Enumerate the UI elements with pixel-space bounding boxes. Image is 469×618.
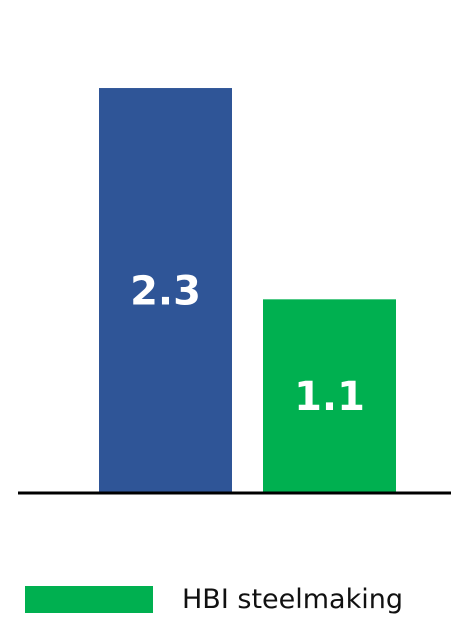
bar-2 [263, 299, 396, 493]
legend: HBI steelmaking [25, 584, 403, 615]
legend-swatch [25, 586, 153, 613]
bars-group [99, 88, 396, 494]
bar-value-label-1: 2.3 [130, 269, 201, 315]
legend-label: HBI steelmaking [182, 584, 403, 615]
bar-labels-group: 2.3 1.1 [130, 269, 365, 421]
bar-1 [99, 88, 232, 494]
bar-value-label-2: 1.1 [294, 374, 365, 420]
